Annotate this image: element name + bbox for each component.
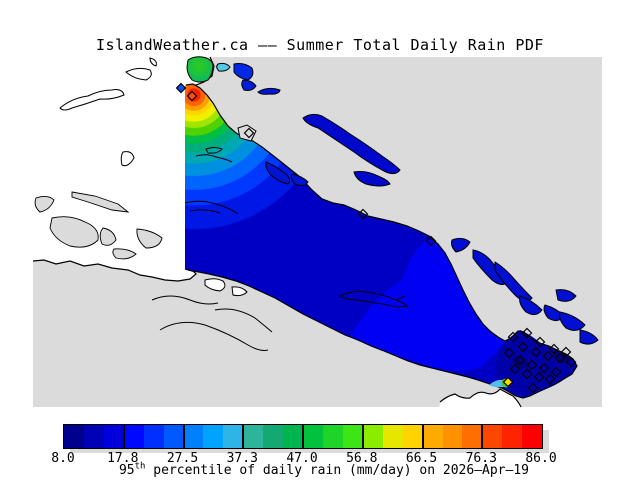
station-diamond-icon (527, 382, 539, 394)
station-diamond-icon (502, 376, 514, 388)
rain-patch-navy (512, 350, 572, 369)
station-markers (175, 82, 577, 394)
station-diamond-icon (507, 331, 519, 343)
caption-rest: percentile of daily rain (mm/day) on 202… (145, 463, 529, 478)
station-diamond-icon (514, 354, 526, 366)
colorbar-segment (402, 425, 423, 448)
colorbar-segment (522, 425, 543, 448)
caption-superscript: th (134, 461, 146, 472)
station-diamond-icon (554, 352, 566, 364)
station-diamond-icon (533, 371, 545, 383)
colorbar-segment (303, 425, 323, 448)
colorbar-tick-value: 8.0 (51, 451, 75, 466)
station-diamond-icon (560, 346, 572, 358)
colorbar-segment (283, 425, 304, 448)
colorbar-tick (481, 425, 484, 448)
long-lake-outline (339, 291, 408, 308)
colorbar-segment (143, 425, 164, 448)
colorbar-tick-value: 56.8 (346, 451, 378, 466)
station-diamond-icon (186, 90, 198, 102)
station-diamond-icon (521, 327, 533, 339)
olympic-peninsula (436, 389, 522, 434)
colorbar-segment (422, 425, 443, 448)
colorbar-tick-value: 86.0 (525, 451, 557, 466)
colorbar-tick (182, 425, 185, 448)
colorbar-tick (421, 425, 424, 448)
page-title: IslandWeather.ca –– Summer Total Daily R… (96, 36, 544, 54)
colorbar-segment (462, 425, 483, 448)
colorbar-segment (103, 425, 124, 448)
station-diamond-icon (530, 346, 542, 358)
station-diamond-icon (548, 343, 560, 355)
colorbar-segments (64, 425, 543, 448)
colorbar-segment (183, 425, 204, 448)
coastal-islands (265, 161, 309, 187)
colorbar-tick-value: 76.3 (465, 451, 497, 466)
colorbar-segment (342, 425, 363, 448)
colorbar-segment (203, 425, 224, 448)
colorbar-segment (123, 425, 144, 448)
colorbar-tick (122, 425, 125, 448)
station-diamond-icon (243, 127, 255, 139)
colorbar-segment (263, 425, 284, 448)
caption-prefix: 95 (118, 463, 135, 478)
colorbar (63, 424, 543, 449)
gulf-islands-chain (451, 237, 599, 345)
station-diamond-icon (509, 363, 521, 375)
colorbar-tick-value: 66.5 (405, 451, 438, 466)
station-diamond-icon (538, 362, 550, 374)
colorbar-segment (362, 425, 383, 448)
station-diamond-icon (565, 356, 577, 368)
texada-island (302, 113, 401, 175)
southwest-coastline (32, 259, 197, 282)
green-data-island (186, 56, 214, 83)
station-diamond-icon (357, 208, 369, 220)
lake-outlines-on-data (184, 147, 408, 308)
station-diamond-icon (517, 341, 529, 353)
colorbar-caption: 95th percentile of daily rain (mm/day) o… (0, 461, 640, 478)
barkley-sound-features (151, 278, 273, 351)
colorbar-segment (223, 425, 244, 448)
colorbar-tick (242, 425, 245, 448)
colorbar-tick-value: 17.8 (107, 451, 139, 466)
colorbar-tick-marks (64, 425, 542, 448)
colorbar-tick-value: 47.0 (286, 451, 318, 466)
strait-islands (186, 56, 401, 187)
colorbar-segment (502, 425, 523, 448)
colorbar-tick (361, 425, 364, 448)
colorbar-segment (64, 425, 84, 448)
colorbar-segment (322, 425, 343, 448)
colorbar-segment (163, 425, 184, 448)
colorbar-segment (382, 425, 403, 448)
juan-de-fuca-coastline (439, 388, 522, 408)
station-diamond-icon (175, 82, 187, 94)
inland-lakes (34, 191, 163, 260)
station-diamond-icon (526, 359, 538, 371)
colorbar-tick-value: 37.3 (226, 451, 258, 466)
station-diamond-icon (544, 373, 556, 385)
colorbar-tick-value: 27.5 (166, 451, 199, 466)
colorbar-segment (442, 425, 463, 448)
colorbar-segment (83, 425, 104, 448)
station-diamond-icon (521, 368, 533, 380)
station-diamond-icon (534, 336, 546, 348)
colorbar-segment (482, 425, 503, 448)
station-diamond-icon (542, 350, 554, 362)
colorbar-tick (302, 425, 304, 448)
lake-outlines-northwest (59, 57, 157, 167)
station-diamond-icon (503, 347, 515, 359)
rain-band-bright-blue (350, 238, 505, 371)
station-diamond-icon (425, 235, 437, 247)
colorbar-segment (243, 425, 264, 448)
colorbar-tick-labels: 8.0 17.8 27.5 37.3 47.0 56.8 66.5 76.3 86.0 (51, 451, 556, 466)
station-diamond-icon (550, 366, 562, 378)
island-east-south-coastline (184, 83, 578, 399)
rain-band-dark-cluster (496, 330, 577, 397)
